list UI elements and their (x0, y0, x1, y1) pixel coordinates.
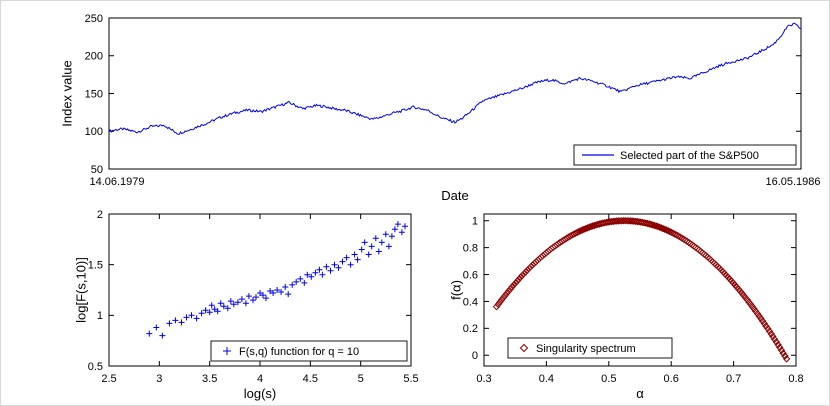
spectrum-x-tick-label: 0.4 (539, 373, 554, 385)
fsq-y-axis-label: log[F(s,10)] (74, 257, 89, 323)
spectrum-x-tick-label: 0.7 (726, 373, 741, 385)
spectrum-y-tick-label: 0.8 (463, 242, 478, 254)
spectrum-axes-box (483, 213, 797, 367)
sp500-legend-label: Selected part of the S&P500 (620, 150, 759, 162)
sp500-y-tick-label: 100 (85, 126, 103, 138)
spectrum-x-tick-label: 0.8 (788, 373, 803, 385)
spectrum-legend-diamond-sample (519, 343, 529, 353)
fsq-x-tick-label: 4 (257, 373, 263, 385)
sp500-y-axis-label: Index value (60, 60, 75, 127)
sp500-y-tick-label: 200 (85, 51, 103, 63)
sp500-y-tick-label: 50 (91, 164, 103, 176)
spectrum-y-tick-label: 0.6 (463, 269, 478, 281)
spectrum-y-tick-label: 0 (472, 350, 478, 362)
spectrum-legend-box (507, 337, 673, 359)
fsq-y-tick-label: 1 (97, 310, 103, 322)
spectrum-x-tick-label: 0.3 (476, 373, 491, 385)
sp500-y-tick-label: 250 (85, 13, 103, 25)
spectrum-y-tick-label: 0.4 (463, 296, 478, 308)
spectrum-x-tick-label: 0.6 (664, 373, 679, 385)
sp500-x-axis-label: Date (441, 188, 468, 203)
fsq-plus-markers (146, 221, 408, 339)
sp500-start-date-label: 14.06.1979 (89, 176, 144, 188)
fsq-y-tick-label: 2 (97, 209, 103, 221)
fsq-x-tick-label: 2.5 (101, 373, 116, 385)
fsq-y-tick-label: 1.5 (88, 260, 103, 272)
spectrum-y-axis-label: f(α) (449, 280, 464, 300)
spectrum-diamond-markers (492, 216, 791, 363)
fsq-x-tick-label: 3 (156, 373, 162, 385)
spectrum-y-tick-label: 1 (472, 216, 478, 228)
spectrum-y-tick-label: 0.2 (463, 323, 478, 335)
fsq-legend-label: F(s,q) function for q = 10 (239, 346, 359, 358)
spectrum-x-tick-label: 0.5 (601, 373, 616, 385)
fsq-x-tick-label: 5.5 (403, 373, 418, 385)
spectrum-x-axis-label: α (636, 386, 644, 401)
fsq-x-tick-label: 4.5 (303, 373, 318, 385)
fsq-y-tick-label: 0.5 (88, 361, 103, 373)
sp500-end-date-label: 16.05.1986 (765, 176, 820, 188)
fsq-x-axis-label: log(s) (244, 386, 277, 401)
fsq-x-tick-label: 5 (358, 373, 364, 385)
spectrum-legend-label: Singularity spectrum (536, 343, 636, 355)
sp500-legend-box (573, 144, 797, 166)
fsq-x-tick-label: 3.5 (202, 373, 217, 385)
sp500-y-tick-label: 150 (85, 88, 103, 100)
fsq-legend-box (210, 340, 408, 362)
sp500-line-series (108, 22, 802, 135)
fsq-legend-plus-sample (223, 347, 231, 355)
